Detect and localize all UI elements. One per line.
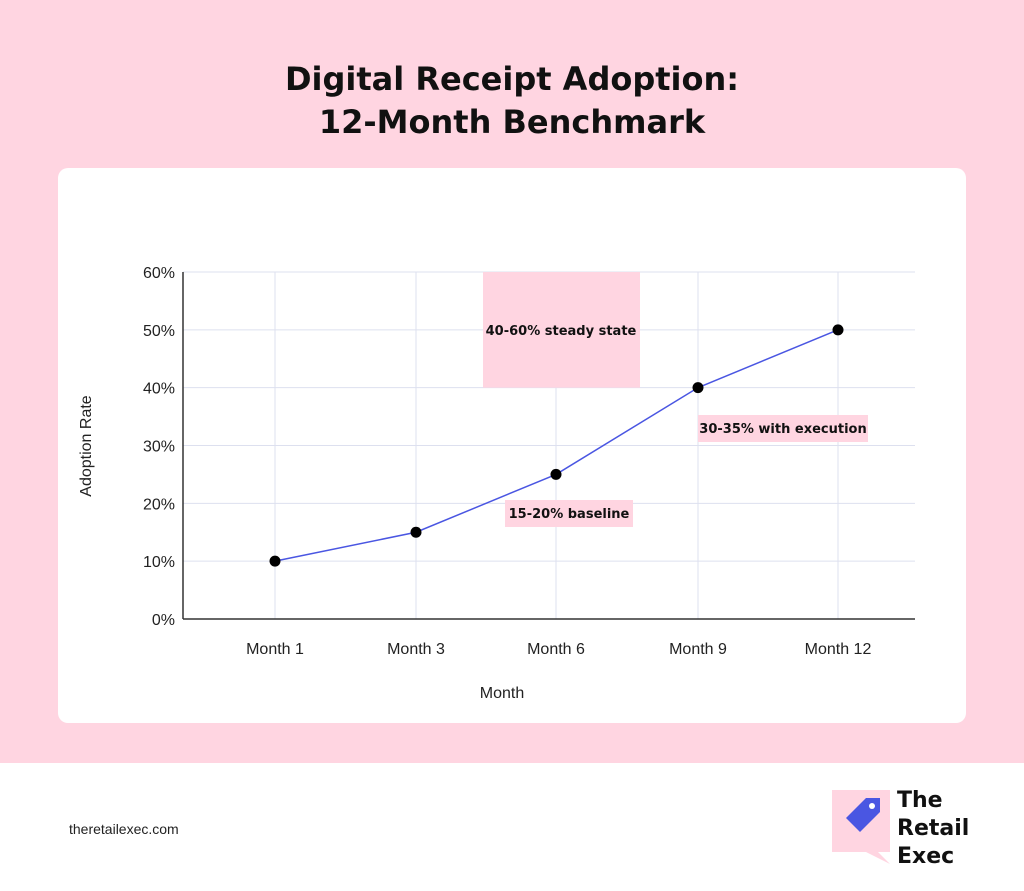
data-point (410, 526, 422, 538)
x-tick-label: Month 9 (669, 641, 727, 658)
y-tick-label: 30% (143, 439, 175, 456)
x-tick-label: Month 12 (805, 641, 872, 658)
annotation-execution: 30-35% with execution (699, 422, 866, 437)
chart-title-line-2: 12-Month Benchmark (318, 103, 706, 141)
chart-title-line-1: Digital Receipt Adoption: (284, 60, 740, 98)
steady-state-region (483, 272, 640, 388)
annotation-steady-state: 40-60% steady state (486, 324, 637, 339)
price-tag-hole-icon (869, 803, 875, 809)
chart-card: 0% 10% 20% 30% 40% 50% 60% Month 1 Month 3 Month … (58, 168, 966, 723)
y-tick-label: 60% (143, 265, 175, 282)
x-tick-label: Month 1 (246, 641, 304, 658)
y-tick-label: 0% (152, 612, 175, 629)
data-point (269, 555, 281, 567)
brand-wordmark: The Retail Exec (897, 787, 969, 871)
brand-word-3: Exec (897, 844, 955, 869)
data-series (269, 324, 844, 567)
axes (182, 272, 915, 620)
brand-word-1: The (897, 788, 943, 813)
x-tick-label: Month 6 (527, 641, 585, 658)
y-tick-label: 50% (143, 323, 175, 340)
data-point (832, 324, 844, 336)
brand-word-2: Retail (897, 816, 970, 841)
y-tick-label: 40% (143, 381, 175, 398)
y-axis-title: Adoption Rate (78, 395, 95, 497)
line-chart: 0% 10% 20% 30% 40% 50% 60% Month 1 Month 3 Month … (78, 265, 915, 702)
y-tick-label: 20% (143, 496, 175, 513)
footer-url[interactable]: theretailexec.com (69, 821, 179, 837)
chart-title: Digital Receipt Adoption: 12-Month Bench… (0, 58, 1024, 144)
chart-labels: 0% 10% 20% 30% 40% 50% 60% Month 1 Month 3 Month … (78, 265, 871, 702)
data-point (550, 468, 562, 480)
x-tick-label: Month 3 (387, 641, 445, 658)
annotation-execution-box (698, 415, 868, 442)
x-axis-title: Month (480, 685, 524, 702)
retail-exec-logo (832, 790, 890, 864)
annotation-baseline: 15-20% baseline (509, 507, 630, 522)
annotation-regions (483, 272, 868, 527)
annotation-baseline-box (505, 500, 633, 527)
y-tick-label: 10% (143, 554, 175, 571)
data-point (692, 382, 704, 394)
